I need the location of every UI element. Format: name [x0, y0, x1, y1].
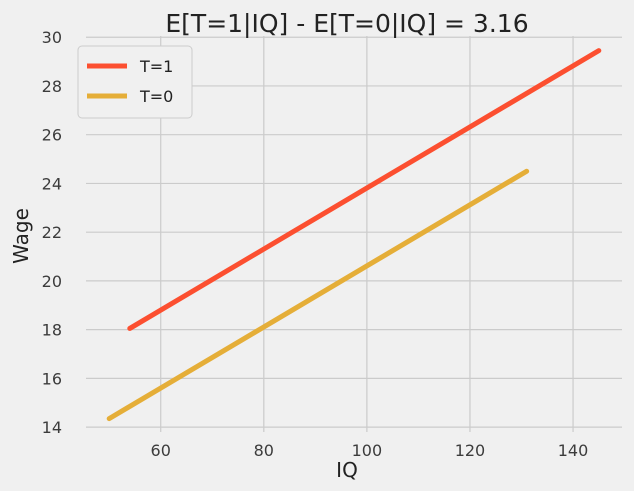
legend-box — [77, 45, 193, 119]
x-tick-label: 140 — [558, 441, 589, 460]
x-tick-label: 100 — [352, 441, 383, 460]
legend-label-t0: T=0 — [139, 87, 173, 106]
y-tick-label: 20 — [42, 272, 62, 291]
x-tick-label: 80 — [254, 441, 274, 460]
y-tick-label: 14 — [42, 418, 62, 437]
y-axis-label: Wage — [9, 208, 33, 264]
chart-title: E[T=1|IQ] - E[T=0|IQ] = 3.16 — [165, 9, 528, 38]
y-tick-label: 16 — [42, 369, 62, 388]
legend-label-t1: T=1 — [139, 57, 173, 76]
y-tick-label: 30 — [42, 28, 62, 47]
y-tick-label: 24 — [42, 174, 62, 193]
y-tick-label: 26 — [42, 126, 62, 145]
legend: T=1 T=0 — [77, 45, 193, 119]
series-line-t0 — [106, 168, 530, 422]
x-tick-label: 120 — [455, 441, 486, 460]
x-tick-label: 60 — [151, 441, 171, 460]
grid — [86, 36, 622, 432]
x-axis-label: IQ — [336, 458, 358, 482]
series-line-t1 — [127, 48, 602, 331]
series-lines — [106, 48, 602, 422]
tick-labels: 60 80 100 120 140 14 16 18 20 22 24 26 28 30 — [42, 28, 589, 460]
y-tick-label: 28 — [42, 77, 62, 96]
y-tick-label: 22 — [42, 223, 62, 242]
y-tick-label: 18 — [42, 321, 62, 340]
